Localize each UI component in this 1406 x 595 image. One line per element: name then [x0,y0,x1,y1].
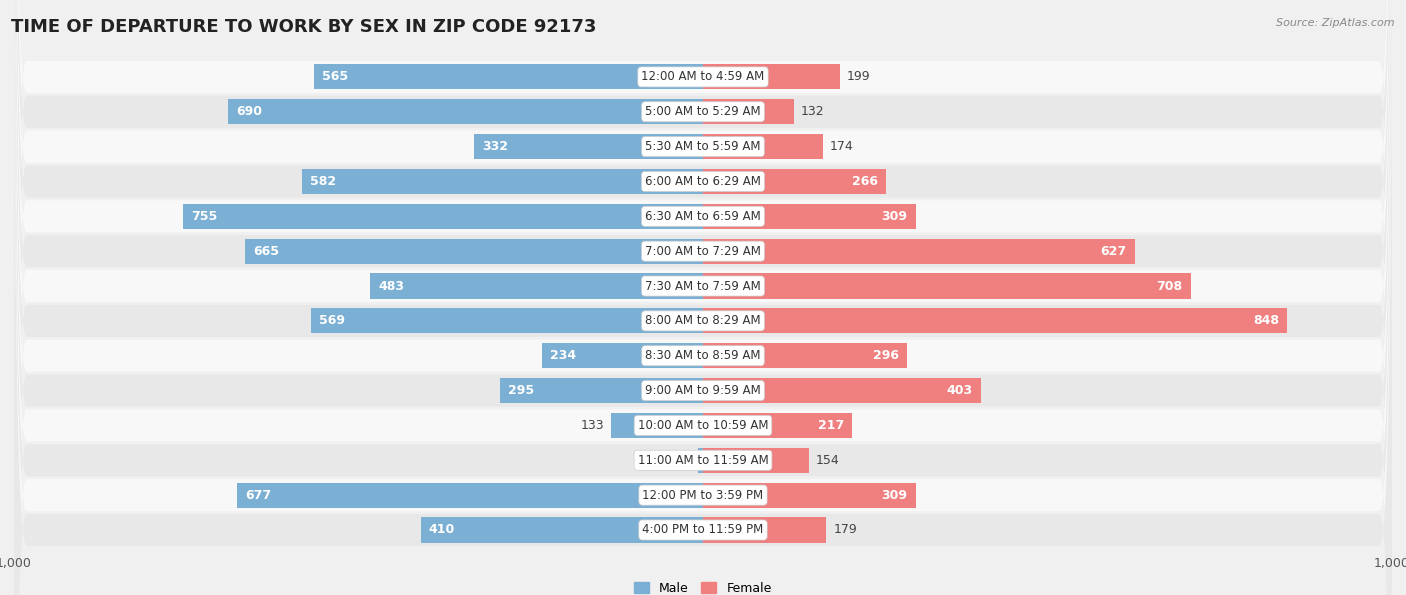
Text: 132: 132 [801,105,824,118]
Bar [541,343,703,368]
Text: 11:00 AM to 11:59 AM: 11:00 AM to 11:59 AM [638,454,768,466]
Text: 199: 199 [846,70,870,83]
FancyBboxPatch shape [14,0,1392,595]
Legend: Male, Female: Male, Female [630,577,776,595]
Text: 4:00 PM to 11:59 PM: 4:00 PM to 11:59 PM [643,524,763,537]
Text: 266: 266 [852,175,877,188]
FancyBboxPatch shape [14,0,1392,595]
Text: 848: 848 [1253,314,1279,327]
FancyBboxPatch shape [14,0,1392,595]
Text: 6:30 AM to 6:59 AM: 6:30 AM to 6:59 AM [645,210,761,223]
Bar [703,203,915,229]
Text: 665: 665 [253,245,280,258]
Text: 12:00 PM to 3:59 PM: 12:00 PM to 3:59 PM [643,488,763,502]
Text: 7: 7 [683,454,692,466]
Text: 154: 154 [815,454,839,466]
Text: 10:00 AM to 10:59 AM: 10:00 AM to 10:59 AM [638,419,768,432]
FancyBboxPatch shape [14,0,1392,595]
FancyBboxPatch shape [14,0,1392,595]
Bar [370,274,703,299]
FancyBboxPatch shape [14,0,1392,595]
Text: 708: 708 [1156,280,1182,293]
Text: 179: 179 [834,524,858,537]
Text: 332: 332 [482,140,509,153]
Bar [612,413,703,438]
FancyBboxPatch shape [14,0,1392,595]
Text: 7:00 AM to 7:29 AM: 7:00 AM to 7:29 AM [645,245,761,258]
Text: 677: 677 [245,488,271,502]
Text: 582: 582 [311,175,336,188]
Bar [703,447,808,473]
Bar [236,483,703,508]
Text: 410: 410 [429,524,456,537]
FancyBboxPatch shape [14,0,1392,595]
Text: 309: 309 [882,210,908,223]
Text: 7:30 AM to 7:59 AM: 7:30 AM to 7:59 AM [645,280,761,293]
Text: 295: 295 [508,384,534,397]
Bar [703,99,794,124]
Bar [703,239,1135,264]
Text: 234: 234 [550,349,576,362]
Bar [420,518,703,543]
Bar [703,413,852,438]
Bar [474,134,703,159]
Bar [703,518,827,543]
FancyBboxPatch shape [14,0,1392,595]
Text: 174: 174 [830,140,853,153]
Bar [703,483,915,508]
Text: 217: 217 [818,419,844,432]
Text: 565: 565 [322,70,349,83]
Bar [183,203,703,229]
Text: 6:00 AM to 6:29 AM: 6:00 AM to 6:29 AM [645,175,761,188]
Bar [302,169,703,194]
Text: 403: 403 [946,384,973,397]
Text: 5:00 AM to 5:29 AM: 5:00 AM to 5:29 AM [645,105,761,118]
FancyBboxPatch shape [14,0,1392,595]
Bar [311,308,703,333]
FancyBboxPatch shape [14,0,1392,595]
Text: 5:30 AM to 5:59 AM: 5:30 AM to 5:59 AM [645,140,761,153]
Text: 627: 627 [1101,245,1126,258]
FancyBboxPatch shape [14,0,1392,595]
Text: 483: 483 [378,280,405,293]
Bar [703,378,980,403]
Text: TIME OF DEPARTURE TO WORK BY SEX IN ZIP CODE 92173: TIME OF DEPARTURE TO WORK BY SEX IN ZIP … [11,18,596,36]
Bar [228,99,703,124]
Text: 569: 569 [319,314,346,327]
Bar [703,308,1288,333]
Bar [703,274,1191,299]
Text: 8:00 AM to 8:29 AM: 8:00 AM to 8:29 AM [645,314,761,327]
Text: Source: ZipAtlas.com: Source: ZipAtlas.com [1277,18,1395,28]
FancyBboxPatch shape [14,0,1392,595]
Bar [314,64,703,89]
Bar [703,134,823,159]
Text: 8:30 AM to 8:59 AM: 8:30 AM to 8:59 AM [645,349,761,362]
Text: 9:00 AM to 9:59 AM: 9:00 AM to 9:59 AM [645,384,761,397]
Bar [499,378,703,403]
Text: 133: 133 [581,419,605,432]
Bar [699,447,703,473]
Text: 755: 755 [191,210,218,223]
Bar [703,64,841,89]
Bar [245,239,703,264]
Text: 296: 296 [873,349,898,362]
Text: 12:00 AM to 4:59 AM: 12:00 AM to 4:59 AM [641,70,765,83]
FancyBboxPatch shape [14,0,1392,595]
Bar [703,169,886,194]
Text: 690: 690 [236,105,262,118]
Bar [703,343,907,368]
Text: 309: 309 [882,488,908,502]
